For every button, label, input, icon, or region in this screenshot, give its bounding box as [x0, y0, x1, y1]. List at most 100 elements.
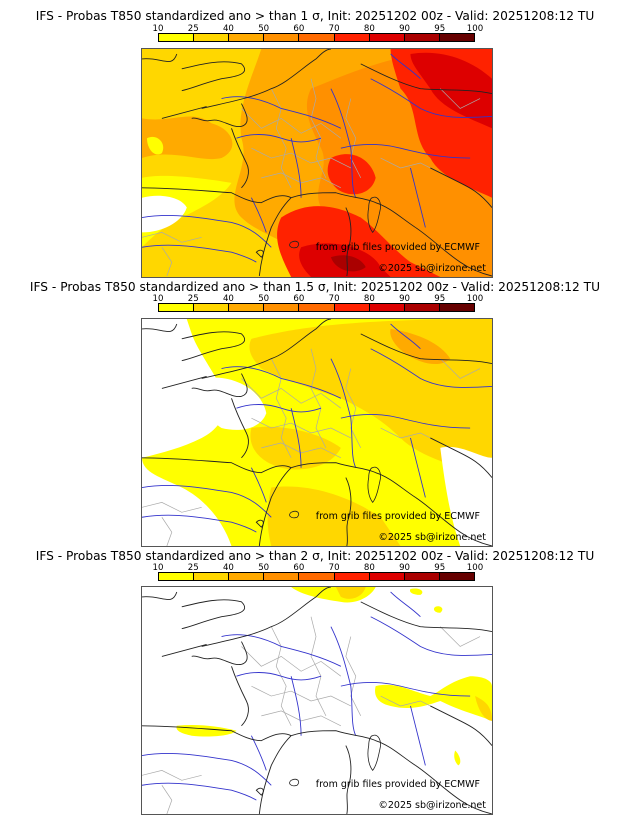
coastline — [360, 333, 492, 365]
probability-area — [142, 175, 232, 248]
colorbar-tick-label: 100 — [466, 24, 484, 34]
colorbar — [158, 303, 475, 312]
colorbar — [158, 572, 475, 581]
river — [250, 735, 267, 771]
island-outline — [289, 778, 300, 787]
region-border — [261, 710, 342, 727]
river — [236, 404, 322, 413]
colorbar-segment — [194, 573, 230, 580]
colorbar-segment — [194, 34, 230, 41]
region-border — [345, 368, 362, 449]
region-border — [251, 147, 351, 169]
map-field — [142, 587, 492, 814]
river — [142, 244, 257, 263]
colorbar-tick-label: 80 — [363, 24, 375, 34]
probability-area — [146, 136, 164, 155]
colorbar-tick-label: 60 — [293, 24, 305, 34]
coastline — [291, 192, 416, 228]
probability-area — [433, 606, 443, 613]
island-outline — [289, 510, 300, 519]
coastline — [142, 187, 292, 204]
region-border — [241, 108, 342, 139]
river — [290, 138, 302, 198]
river — [290, 408, 302, 468]
river — [221, 96, 342, 129]
colorbar-segment — [334, 304, 370, 311]
probability-area — [409, 588, 423, 595]
region-border — [310, 616, 327, 717]
region-border — [261, 442, 342, 459]
credit-source: from grib files provided by ECMWF — [315, 242, 480, 253]
region-border — [142, 770, 202, 781]
probability-map: from grib files provided by ECMWF ©2025 … — [141, 586, 493, 815]
probability-area — [267, 486, 401, 546]
probability-area — [440, 446, 492, 546]
coastline — [345, 207, 352, 277]
region-border — [241, 646, 342, 677]
colorbar-tick-label: 70 — [328, 294, 340, 304]
credit-copyright: ©2025 sb@irizone.net — [378, 532, 486, 543]
coastline — [231, 666, 249, 727]
coastline — [345, 477, 352, 546]
river — [142, 782, 257, 801]
region-border — [161, 785, 173, 814]
region-border — [345, 98, 362, 179]
coastline — [161, 376, 207, 389]
coastline — [360, 63, 492, 95]
credit-source: from grib files provided by ECMWF — [315, 779, 480, 790]
region-border — [310, 78, 327, 179]
river — [330, 358, 357, 468]
colorbar-segment — [229, 573, 265, 580]
probability-area — [142, 497, 202, 546]
colorbar-segment — [299, 573, 335, 580]
island-outline — [289, 240, 300, 249]
coastline — [142, 53, 178, 62]
colorbar-segment — [159, 34, 195, 41]
colorbar-tick-label: 10 — [152, 294, 164, 304]
colorbar-segment — [404, 304, 440, 311]
river — [250, 467, 267, 503]
probability-area — [390, 328, 451, 365]
colorbar-tick-label: 70 — [328, 563, 340, 573]
region-border — [251, 685, 351, 707]
colorbar-tick-label: 95 — [434, 24, 446, 34]
river — [290, 676, 302, 736]
coastline — [201, 49, 331, 109]
colorbar-tick-label: 90 — [399, 294, 411, 304]
colorbar-ticks: 10 25 40 50 60 70 80 90 95 100 — [153, 563, 484, 573]
colorbar-tick-label: 25 — [187, 24, 199, 34]
probability-area — [375, 676, 492, 721]
coastline — [231, 398, 249, 459]
probability-map: from grib files provided by ECMWF ©2025 … — [141, 48, 493, 278]
probability-area — [410, 52, 492, 129]
coastline — [430, 705, 492, 746]
probability-area — [250, 426, 341, 470]
coastline — [415, 765, 492, 814]
map-field — [142, 49, 492, 277]
coastline — [201, 587, 331, 647]
coastline — [201, 319, 331, 379]
coastline — [430, 167, 492, 208]
river — [390, 591, 421, 618]
coastline — [430, 437, 492, 478]
colorbar-segment — [299, 304, 335, 311]
colorbar-tick-label: 60 — [293, 294, 305, 304]
river — [142, 215, 272, 248]
colorbar-segment — [439, 573, 474, 580]
river — [142, 485, 272, 518]
coastline — [231, 128, 249, 189]
river — [410, 705, 426, 766]
river — [236, 134, 322, 143]
coastline — [415, 227, 492, 277]
colorbar-tick-label: 50 — [258, 294, 270, 304]
colorbar-segment — [334, 573, 370, 580]
colorbar-tick-label: 100 — [466, 294, 484, 304]
river — [390, 53, 421, 80]
river — [370, 616, 492, 656]
coastline — [181, 599, 246, 630]
probability-area — [142, 355, 168, 419]
river — [142, 514, 257, 533]
river — [340, 681, 471, 697]
island-outline — [367, 466, 382, 504]
river — [236, 672, 322, 681]
